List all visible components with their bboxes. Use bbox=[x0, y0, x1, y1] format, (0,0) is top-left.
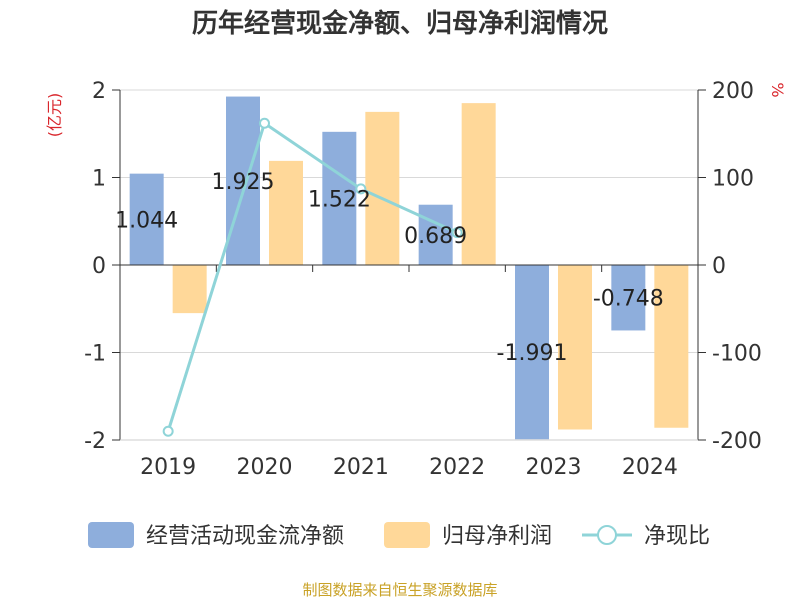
ratio-point bbox=[162, 425, 174, 437]
legend-label-cashflow: 经营活动现金流净额 bbox=[146, 524, 344, 549]
data-labels: 1.044 1.925 1.522 0.689 -1.991 -0.748 bbox=[115, 170, 664, 366]
x-tick-label: 2024 bbox=[622, 455, 678, 480]
legend-swatch-netprofit bbox=[384, 522, 430, 548]
right-tick-label: 100 bbox=[712, 167, 754, 192]
bars bbox=[129, 96, 689, 440]
left-tick-label: 1 bbox=[92, 167, 106, 192]
bar-netprofit bbox=[172, 265, 207, 314]
bar-netprofit bbox=[365, 111, 400, 265]
cashflow-data-label: 1.522 bbox=[308, 187, 371, 212]
ratio-point bbox=[259, 117, 270, 129]
bar-cashflow bbox=[418, 204, 453, 265]
bar-cashflow bbox=[322, 131, 357, 265]
cashflow-data-label: 1.044 bbox=[115, 208, 178, 233]
cashflow-data-label: -0.748 bbox=[593, 287, 664, 312]
right-tick-label: -200 bbox=[712, 429, 762, 454]
bar-netprofit bbox=[269, 160, 303, 265]
source-note: 制图数据来自恒生聚源数据库 bbox=[302, 581, 497, 599]
bar-cashflow bbox=[226, 96, 260, 265]
left-tick-label: -2 bbox=[84, 429, 106, 454]
legend: 经营活动现金流净额 归母净利润 净现比 bbox=[88, 522, 710, 549]
bar-cashflow bbox=[515, 265, 549, 440]
x-tick-label: 2019 bbox=[140, 455, 196, 480]
x-tick-label: 2022 bbox=[429, 455, 485, 480]
ratio-point bbox=[355, 183, 367, 195]
right-axis-unit: % bbox=[768, 82, 787, 97]
chart-title: 历年经营现金净额、归母净利润情况 bbox=[192, 8, 608, 39]
bar-netprofit bbox=[654, 265, 689, 428]
left-tick-label: 2 bbox=[92, 79, 106, 104]
x-tick-label: 2020 bbox=[237, 455, 293, 480]
legend-marker-ratio bbox=[597, 525, 617, 545]
bar-cashflow bbox=[129, 173, 164, 265]
legend-label-netprofit: 归母净利润 bbox=[442, 524, 552, 549]
ratio-line bbox=[162, 117, 463, 437]
left-axis-unit: (亿元) bbox=[45, 93, 64, 138]
right-tick-label: 200 bbox=[712, 79, 754, 104]
legend-swatch-cashflow bbox=[88, 522, 134, 548]
bar-netprofit bbox=[461, 103, 496, 265]
ratio-line-path bbox=[166, 120, 458, 432]
cashflow-data-label: 1.925 bbox=[212, 170, 275, 195]
x-tick-label: 2023 bbox=[526, 455, 582, 480]
bar-cashflow bbox=[611, 265, 646, 331]
right-tick-label: -100 bbox=[712, 342, 762, 367]
bar-netprofit bbox=[558, 265, 592, 430]
cashflow-data-label: -1.991 bbox=[497, 341, 568, 366]
cashflow-data-label: 0.689 bbox=[404, 224, 467, 249]
x-tick-label: 2021 bbox=[333, 455, 389, 480]
left-tick-label: 0 bbox=[92, 254, 106, 279]
legend-label-ratio: 净现比 bbox=[644, 524, 710, 549]
ratio-point bbox=[451, 227, 463, 239]
right-tick-label: 0 bbox=[712, 254, 726, 279]
left-tick-label: -1 bbox=[84, 342, 106, 367]
axes: 2 1 0 -1 -2 200 100 0 -100 -200 2019 2020 2021 2022 20… bbox=[45, 79, 787, 480]
